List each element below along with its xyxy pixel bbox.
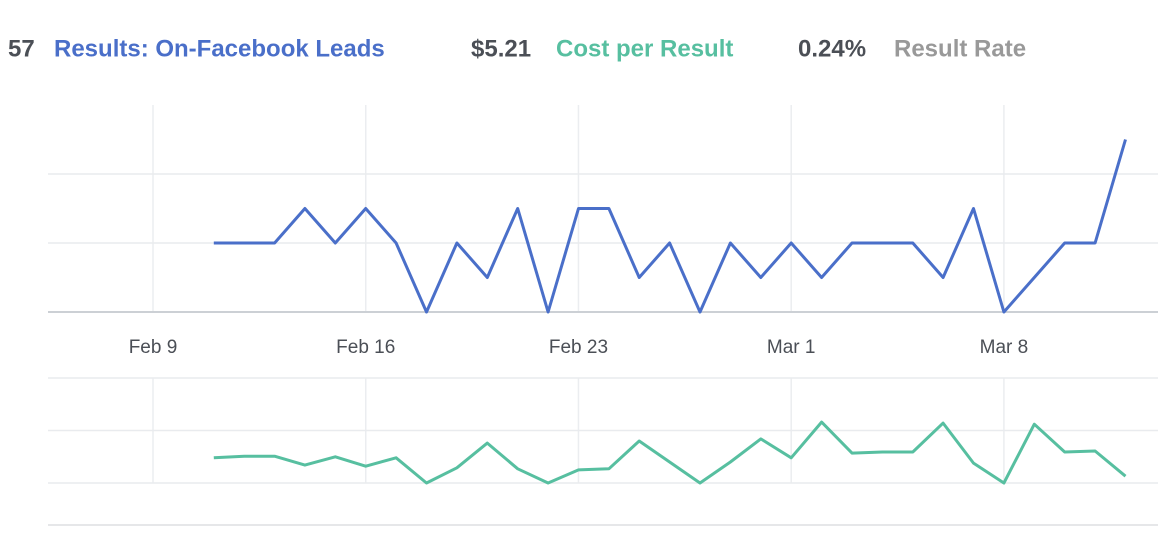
x-tick-label: Feb 16 — [336, 337, 395, 358]
x-tick-label: Feb 9 — [129, 337, 178, 358]
series-line — [213, 139, 1127, 314]
x-tick-label: Mar 8 — [980, 337, 1029, 358]
series-line — [213, 420, 1127, 485]
metric-label[interactable]: Cost per Result — [556, 35, 733, 62]
x-tick-label: Mar 1 — [767, 337, 816, 358]
metric-label[interactable]: Result Rate — [894, 35, 1026, 62]
metric-value: 57 — [8, 35, 35, 62]
x-tick-label: Feb 23 — [549, 337, 608, 358]
metric-value: 0.24% — [798, 35, 866, 62]
metric-value: $5.21 — [471, 35, 531, 62]
metric-label[interactable]: Results: On-Facebook Leads — [54, 35, 385, 62]
